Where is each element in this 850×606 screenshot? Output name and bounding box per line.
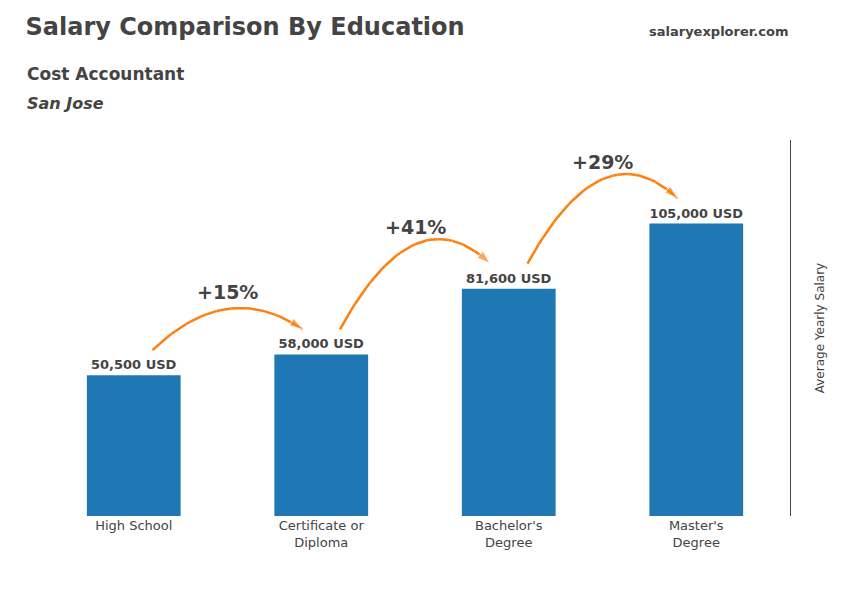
svg-text:81,600 USD: 81,600 USD (466, 271, 552, 286)
svg-text:+41%: +41% (385, 216, 446, 238)
svg-text:High School: High School (95, 518, 172, 533)
svg-text:Salary Comparison By Education: Salary Comparison By Education (26, 13, 465, 41)
svg-text:58,000 USD: 58,000 USD (278, 336, 364, 351)
svg-text:San Jose: San Jose (27, 94, 104, 113)
svg-text:+29%: +29% (572, 151, 633, 173)
svg-text:salaryexplorer.com: salaryexplorer.com (649, 24, 788, 39)
svg-text:Cost Accountant: Cost Accountant (27, 64, 184, 84)
svg-text:Master'sDegree: Master'sDegree (669, 518, 724, 550)
svg-text:50,500 USD: 50,500 USD (91, 357, 177, 372)
svg-text:Certificate orDiploma: Certificate orDiploma (279, 518, 365, 550)
svg-text:105,000 USD: 105,000 USD (649, 206, 742, 221)
svg-text:Bachelor'sDegree: Bachelor'sDegree (475, 518, 543, 550)
svg-text:+15%: +15% (197, 281, 258, 303)
svg-text:Average Yearly Salary: Average Yearly Salary (813, 263, 827, 393)
